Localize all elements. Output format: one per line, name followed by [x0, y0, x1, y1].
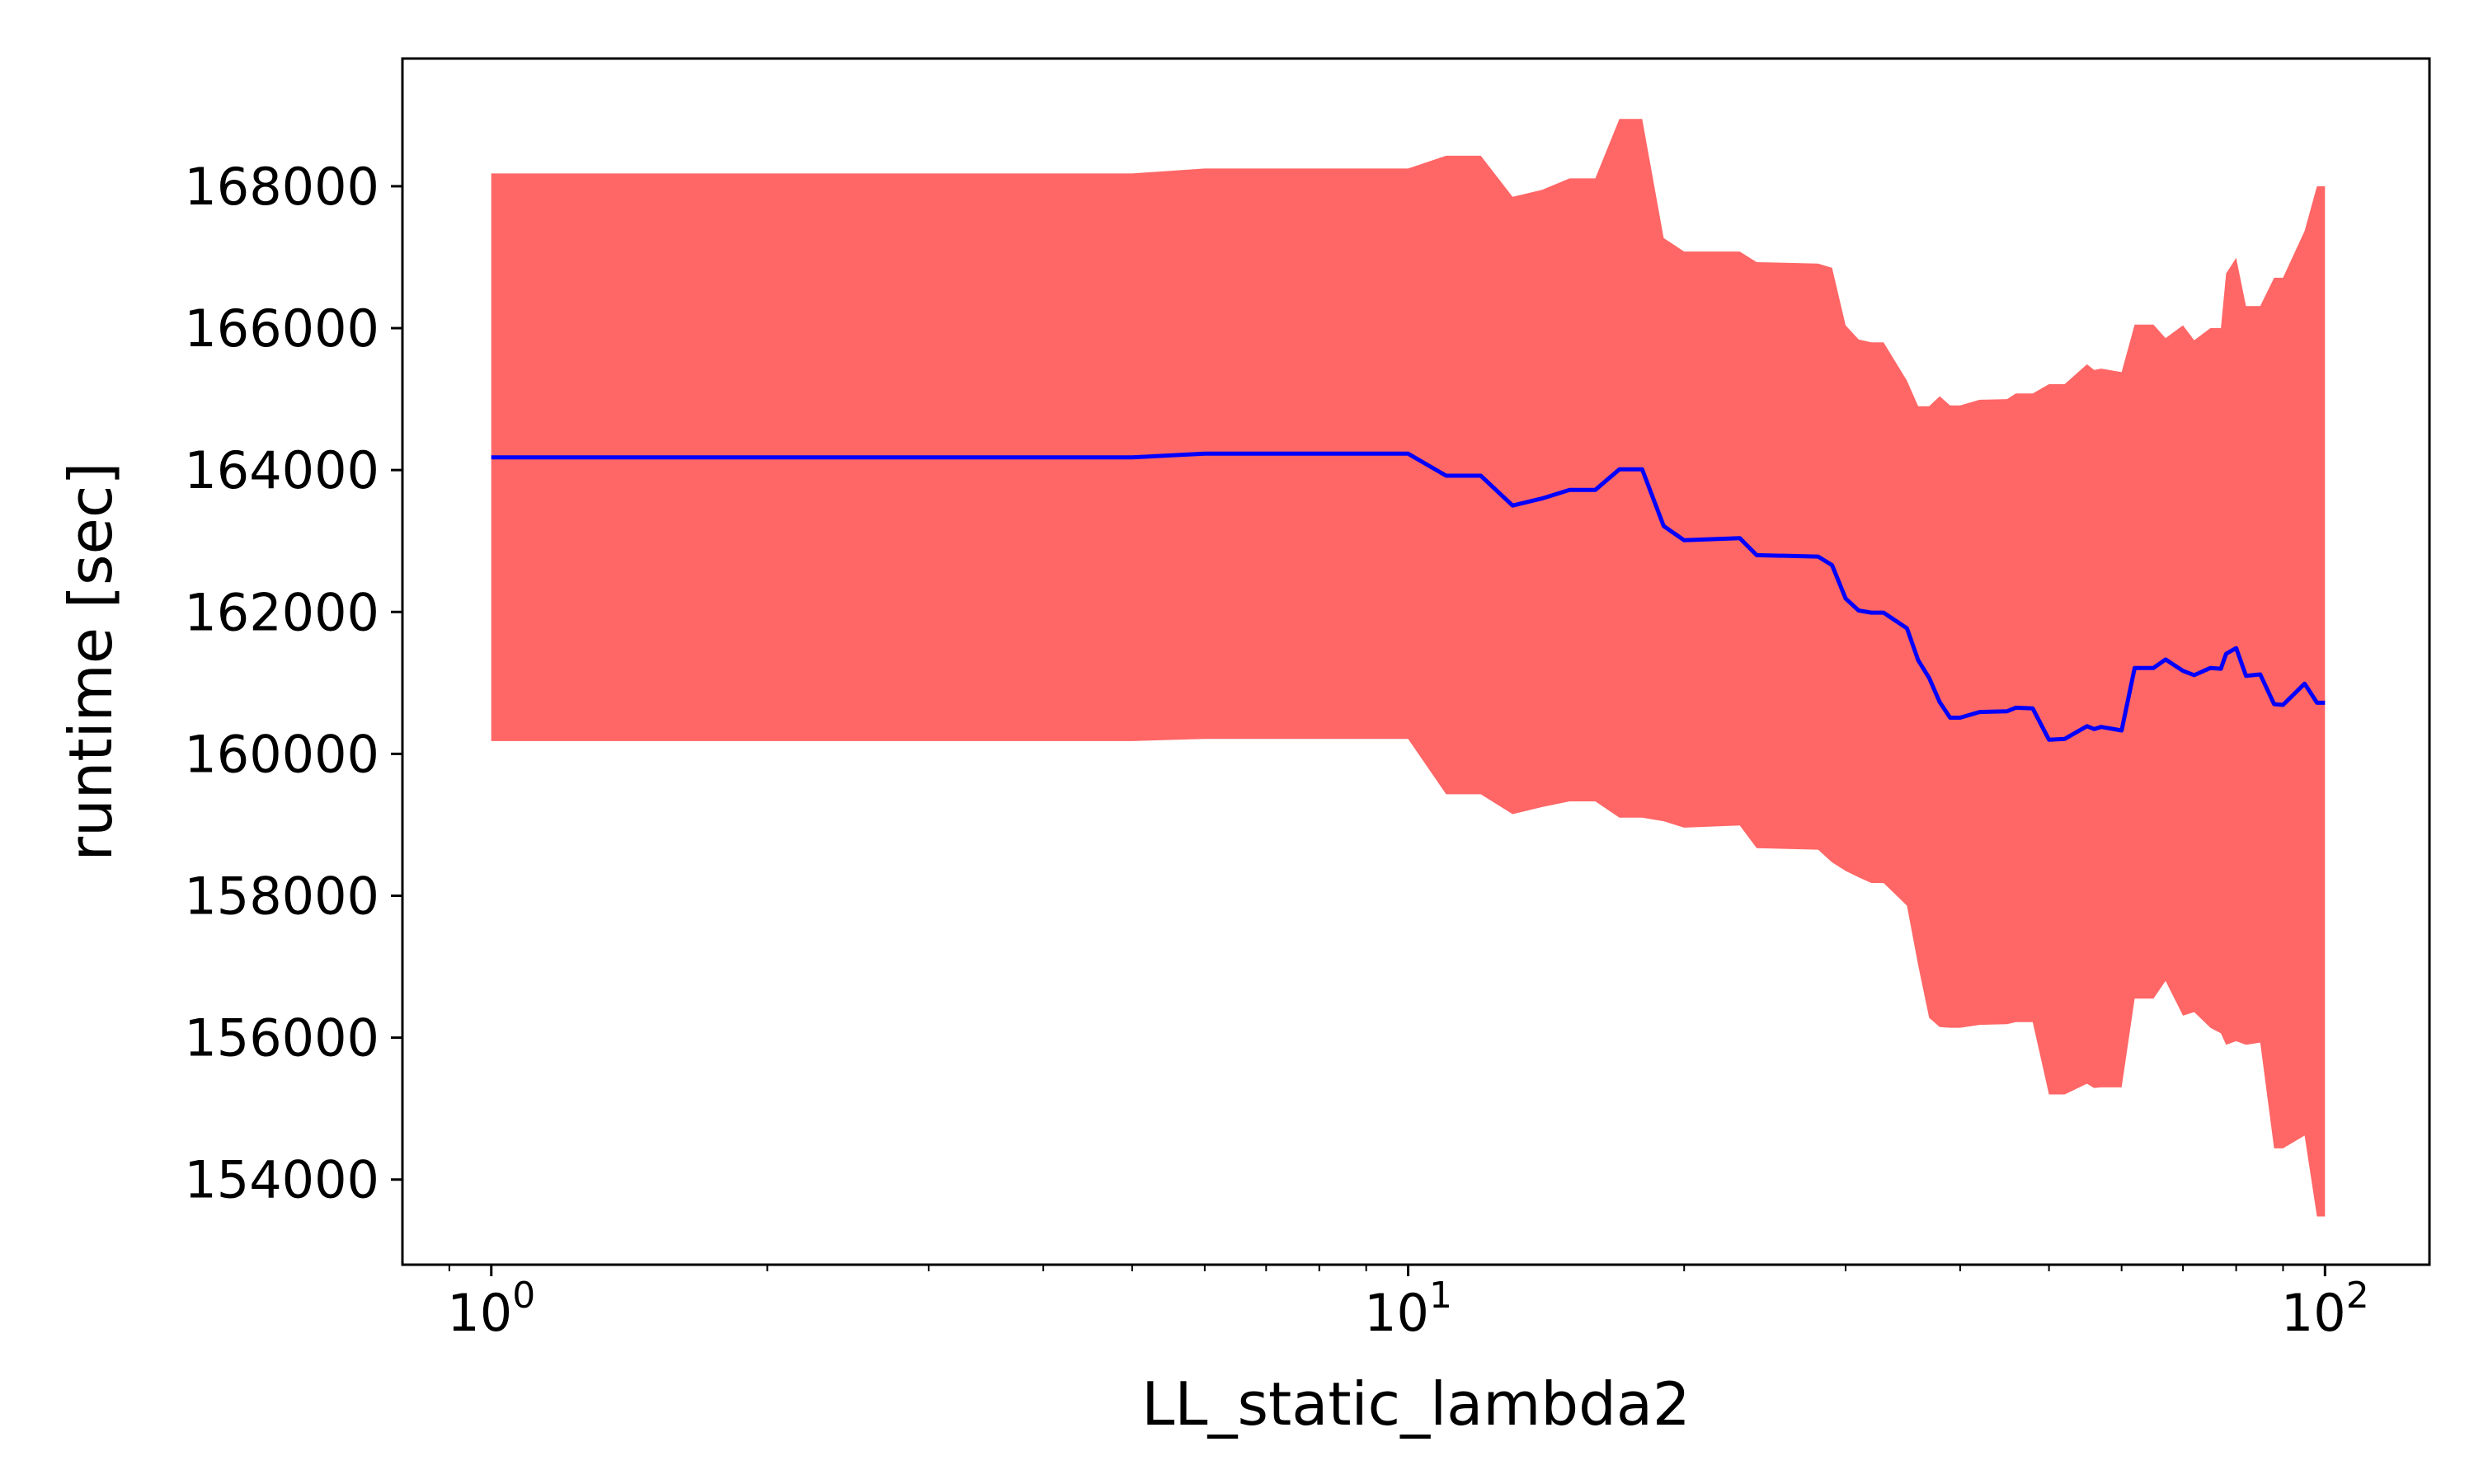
x-tick-label: 102	[2281, 1275, 2369, 1343]
y-tick-label: 168000	[184, 157, 379, 217]
y-tick-label: 158000	[184, 866, 379, 926]
y-tick-label: 160000	[184, 724, 379, 784]
plot-area	[491, 119, 2326, 1217]
y-axis: 154000 156000 158000 160000 162000 164000 1660…	[184, 157, 402, 1210]
y-tick-label: 162000	[184, 582, 379, 642]
y-tick-label: 166000	[184, 298, 379, 359]
y-tick-label: 156000	[184, 1008, 379, 1068]
y-axis-label: runtime [sec]	[56, 463, 125, 862]
y-tick-label: 164000	[184, 440, 379, 500]
std-band-area	[491, 119, 2326, 1217]
x-tick-label: 101	[1364, 1275, 1452, 1343]
y-tick-label: 154000	[184, 1150, 379, 1210]
x-tick-label: 100	[447, 1275, 535, 1343]
x-axis: 100 101 102	[447, 1265, 2369, 1343]
mean-runtime-line	[491, 451, 2326, 742]
x-axis-label: LL_static_lambda2	[1141, 1369, 1691, 1439]
axes-frame	[401, 57, 2431, 1266]
